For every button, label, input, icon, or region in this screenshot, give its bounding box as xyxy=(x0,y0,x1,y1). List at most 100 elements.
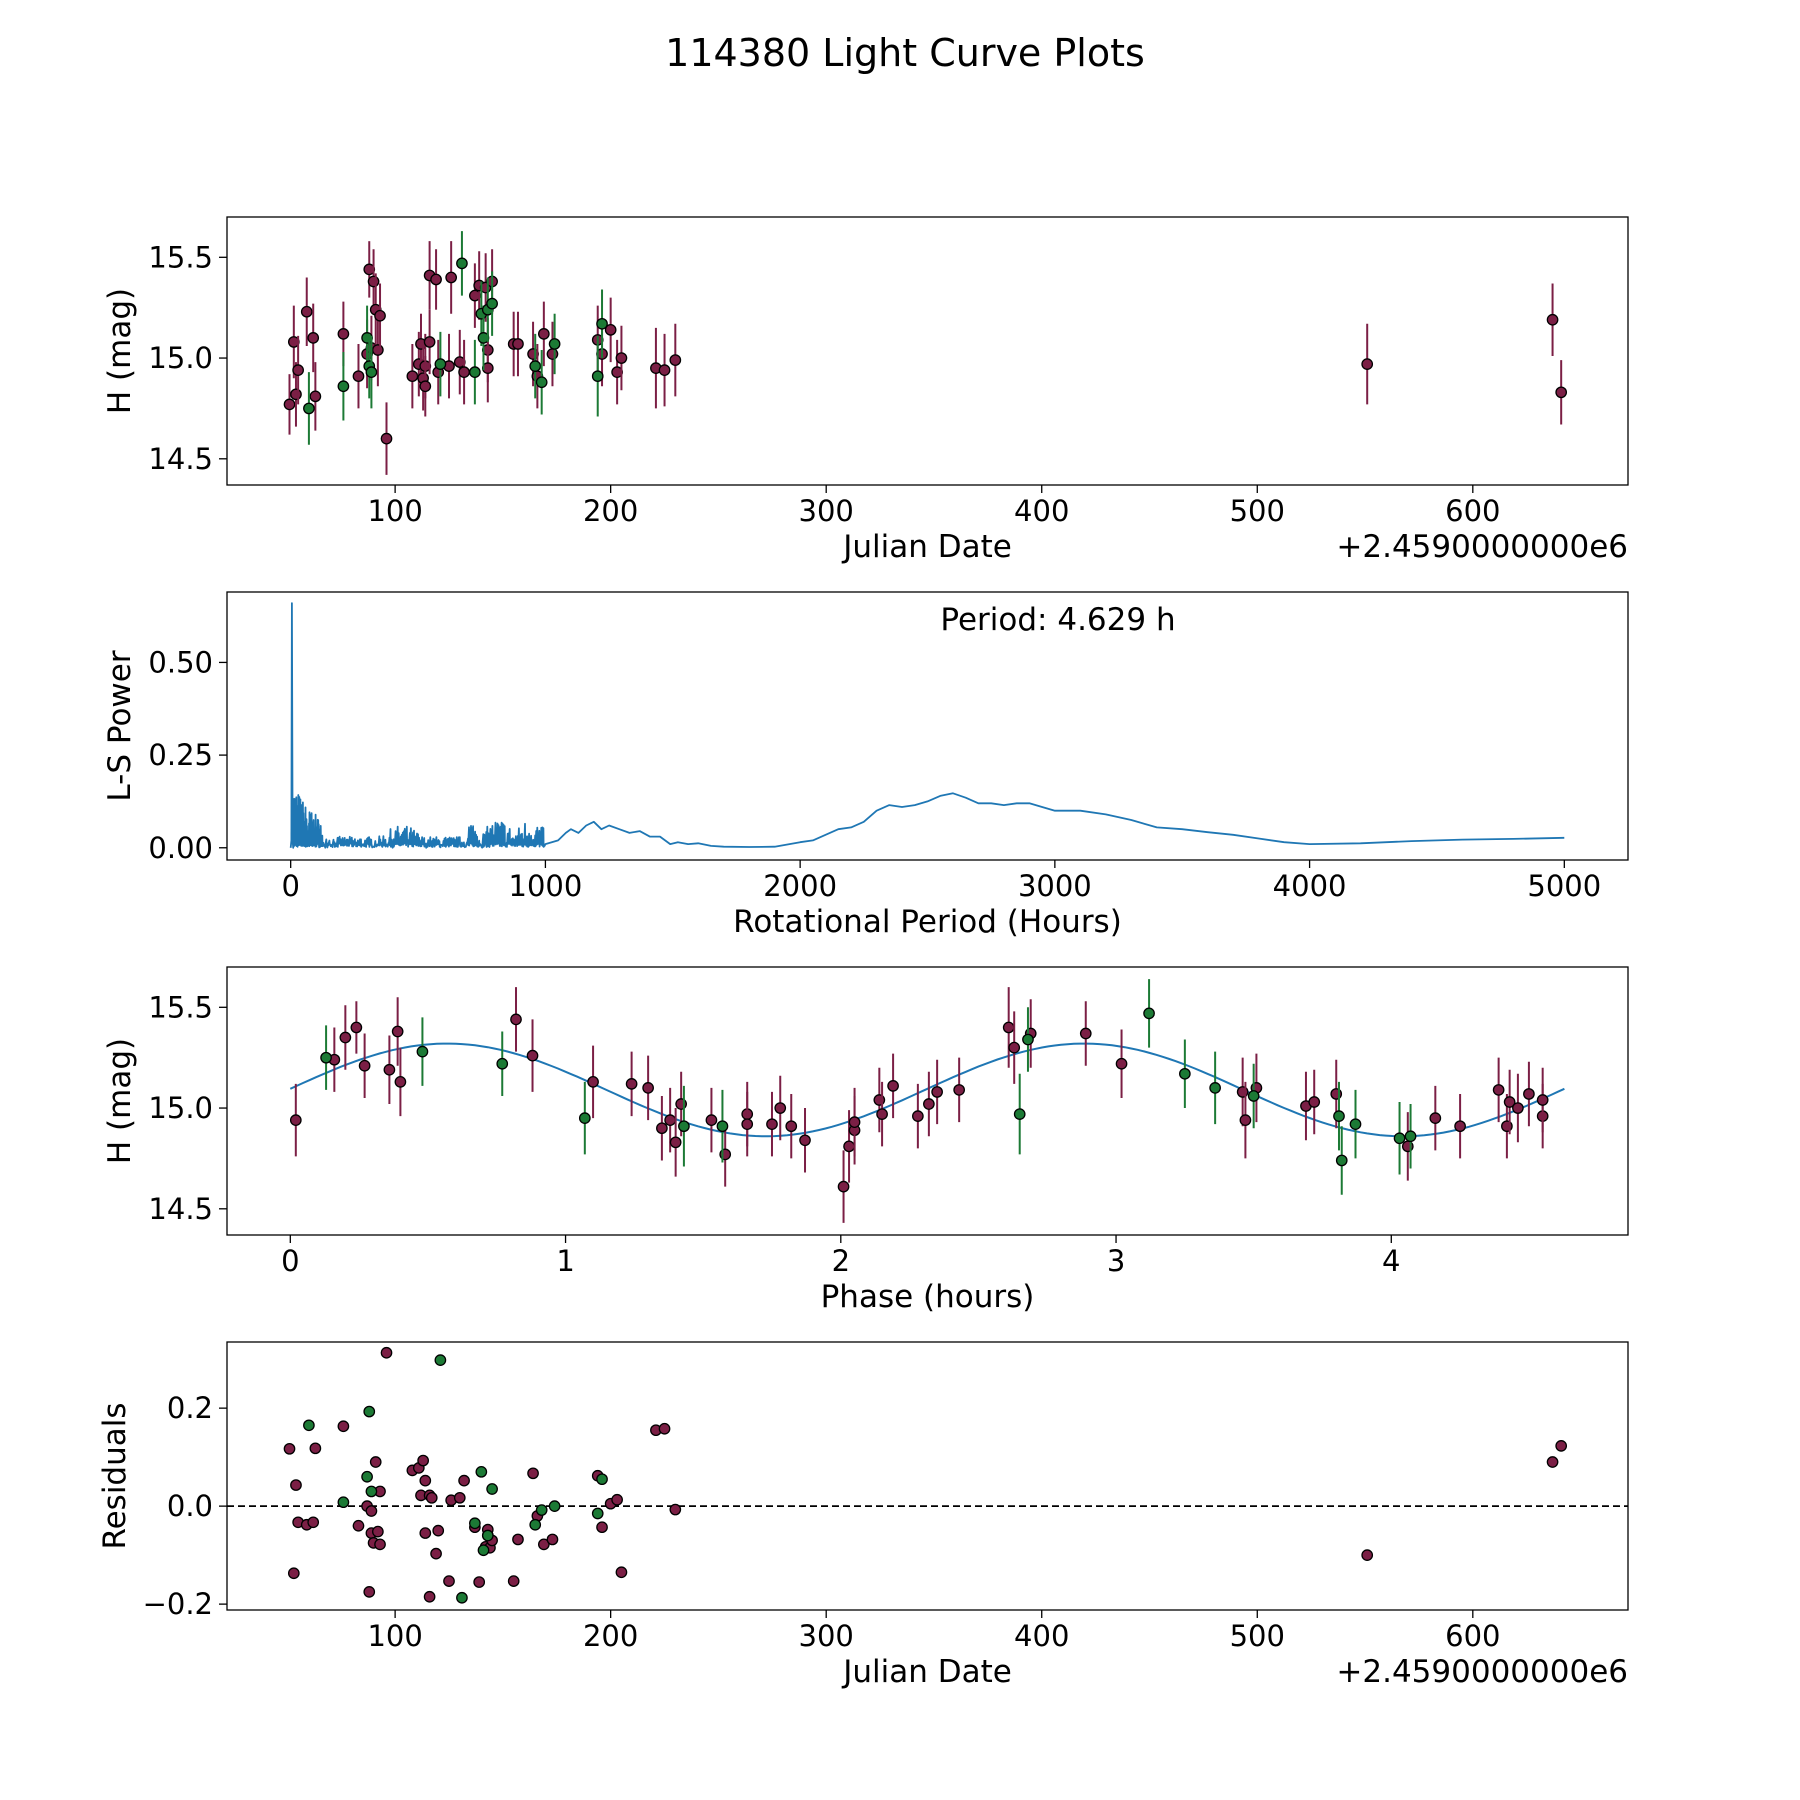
data-point xyxy=(1546,313,1559,326)
data-point xyxy=(339,1031,352,1044)
data-point xyxy=(383,1063,396,1076)
periodogram-line xyxy=(289,602,1565,849)
data-point xyxy=(1013,1108,1026,1120)
data-point xyxy=(372,344,384,356)
data-point xyxy=(352,1519,365,1532)
x-tick-label: 4000 xyxy=(1273,869,1347,903)
data-point xyxy=(300,305,313,318)
data-point xyxy=(578,1112,591,1124)
x-tick-label: 5000 xyxy=(1527,869,1601,903)
data-point xyxy=(1555,1440,1568,1452)
data-point xyxy=(434,1354,447,1366)
data-point xyxy=(309,1442,322,1455)
data-point xyxy=(443,1575,455,1587)
x-tick-label: 200 xyxy=(583,1619,638,1653)
data-point xyxy=(611,1493,623,1506)
y-tick-label: 14.5 xyxy=(148,1192,213,1226)
data-point xyxy=(419,1527,432,1539)
data-point xyxy=(1308,1096,1321,1108)
data-point xyxy=(1022,1033,1034,1046)
data-point xyxy=(434,358,447,370)
data-point xyxy=(419,1474,432,1487)
data-point xyxy=(337,380,350,393)
data-point xyxy=(705,1114,718,1126)
data-point xyxy=(361,1470,373,1483)
y-axis-label: L-S Power xyxy=(102,650,138,801)
data-point xyxy=(596,1473,608,1486)
data-point xyxy=(848,1116,861,1129)
data-point xyxy=(337,328,350,340)
data-point xyxy=(303,402,315,415)
x-offset-label: +2.4590000000e6 xyxy=(1336,529,1628,565)
data-layer xyxy=(289,979,1565,1223)
data-point xyxy=(1523,1088,1535,1100)
data-point xyxy=(785,1120,798,1133)
data-point xyxy=(496,1057,509,1070)
data-point xyxy=(535,376,548,389)
data-point xyxy=(625,1078,638,1090)
data-point xyxy=(887,1080,899,1092)
data-point xyxy=(658,1422,671,1435)
data-point xyxy=(548,1500,561,1512)
data-point xyxy=(766,1118,778,1131)
x-tick-label: 4 xyxy=(1382,1244,1400,1278)
data-point xyxy=(481,1529,494,1542)
data-point xyxy=(1002,1021,1015,1034)
data-point xyxy=(1115,1057,1128,1070)
data-point xyxy=(307,332,320,344)
data-point xyxy=(445,271,458,284)
data-point xyxy=(669,1136,682,1149)
phased-curve-panel: 0 1 2 3 4 14.5 15.0 15.5 Phase (hours) H (mag) xyxy=(102,966,1629,1315)
data-point xyxy=(535,1504,548,1516)
x-tick-label: 300 xyxy=(799,494,854,528)
data-point xyxy=(374,1538,386,1551)
data-point xyxy=(417,1454,429,1467)
y-axis-label: Residuals xyxy=(97,1402,133,1549)
data-point xyxy=(486,1483,498,1495)
data-point xyxy=(678,1120,690,1133)
data-point xyxy=(931,1086,943,1098)
data-point xyxy=(837,1180,850,1193)
periodogram-panel: 0 1000 2000 3000 4000 5000 0.00 0.25 0.50 Rotatio… xyxy=(102,591,1629,940)
residuals-panel: 100 200 300 400 500 600 −0.2 0.0 0.2 Julian Date R… xyxy=(97,1341,1629,1690)
data-point xyxy=(1492,1084,1505,1096)
y-tick-label: 0.00 xyxy=(148,831,213,865)
data-point xyxy=(369,1456,382,1468)
data-point xyxy=(363,1405,376,1418)
data-point xyxy=(615,352,628,364)
data-point xyxy=(486,297,498,310)
x-tick-label: 600 xyxy=(1445,494,1500,528)
data-point xyxy=(923,1098,935,1110)
data-point xyxy=(391,1025,404,1038)
data-point xyxy=(477,1544,490,1557)
data-point xyxy=(425,1491,438,1504)
data-point xyxy=(529,360,542,372)
x-offset-label: +2.4590000000e6 xyxy=(1336,1654,1628,1690)
data-point xyxy=(419,380,432,393)
data-point xyxy=(799,1134,811,1147)
data-point xyxy=(1333,1110,1345,1122)
data-point xyxy=(642,1082,654,1094)
data-point xyxy=(1546,1456,1559,1468)
y-tick-label: 15.0 xyxy=(148,341,213,375)
data-point xyxy=(416,1045,429,1058)
model-fit-line xyxy=(289,1042,1565,1138)
axes-frame xyxy=(226,1341,1629,1611)
x-tick-label: 100 xyxy=(367,494,422,528)
data-point xyxy=(512,338,524,350)
x-tick-label: 2000 xyxy=(763,869,837,903)
light-curve-panel: 100 200 300 400 500 600 14.5 15.0 15.5 Julian Dat… xyxy=(102,216,1629,565)
data-point xyxy=(1079,1027,1092,1040)
x-tick-label: 100 xyxy=(367,1619,422,1653)
data-point xyxy=(548,338,561,350)
x-tick-label: 300 xyxy=(799,1619,854,1653)
x-tick-label: 1 xyxy=(556,1244,574,1278)
x-tick-label: 0 xyxy=(281,869,299,903)
data-point xyxy=(1239,1114,1252,1126)
y-tick-label: 0.50 xyxy=(148,645,213,679)
y-tick-label: 0.2 xyxy=(167,1391,213,1425)
y-tick-label: 15.5 xyxy=(148,240,213,274)
data-point xyxy=(664,1114,676,1126)
data-point xyxy=(1503,1096,1516,1108)
x-tick-label: 2 xyxy=(832,1244,850,1278)
